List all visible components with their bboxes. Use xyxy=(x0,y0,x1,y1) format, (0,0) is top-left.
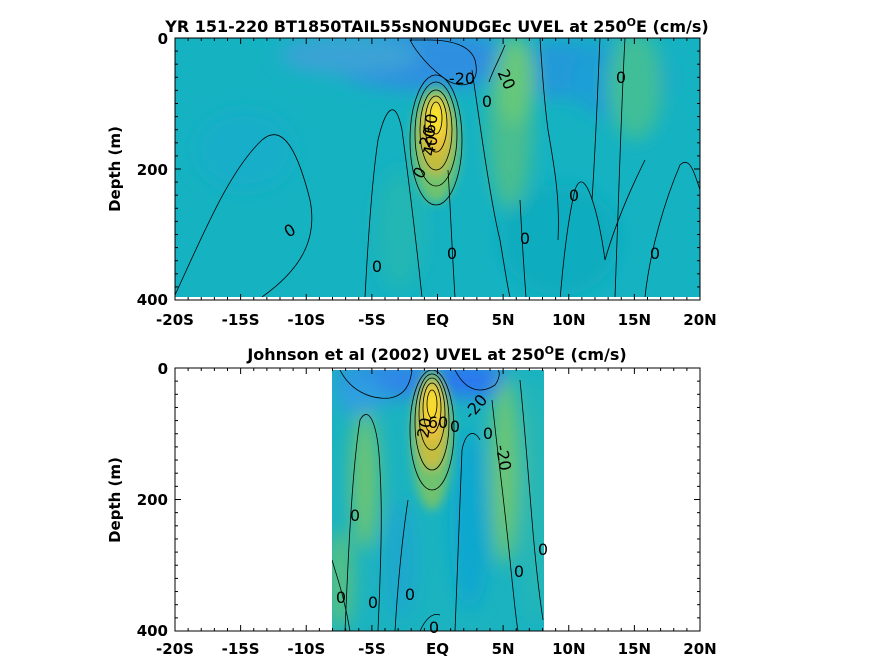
xtick-label: 5N xyxy=(492,640,515,656)
ytick-label: 200 xyxy=(137,491,168,509)
panel-top-contours xyxy=(175,38,700,297)
panel-top-ylabel: Depth (m) xyxy=(106,126,124,212)
xtick-label: -5S xyxy=(358,640,385,656)
contour-line xyxy=(422,382,442,434)
ytick-label: 400 xyxy=(137,622,168,640)
xtick-label: 20N xyxy=(683,640,716,656)
panel-bottom-ylabel: Depth (m) xyxy=(106,457,124,543)
contour-line xyxy=(454,370,500,391)
contour-line xyxy=(364,109,423,297)
xtick-label: EQ xyxy=(426,311,449,329)
xtick-label: -15S xyxy=(222,640,260,656)
contour-line xyxy=(539,38,559,241)
contour-line xyxy=(409,39,477,86)
panel-bottom-contours xyxy=(332,370,544,631)
xtick-label: -10S xyxy=(287,640,325,656)
contour-label: 0 xyxy=(483,424,493,443)
contour-label: 0 xyxy=(482,92,492,111)
contour-line xyxy=(559,181,606,297)
contour-line xyxy=(409,370,455,491)
contour-line xyxy=(591,38,601,201)
xtick-label: EQ xyxy=(426,640,449,656)
contour-label: 20 xyxy=(413,416,435,439)
contour-label: 0 xyxy=(514,562,524,581)
contour-line xyxy=(519,199,527,297)
contour-line xyxy=(447,169,456,297)
contour-line xyxy=(344,414,382,631)
panel-bottom-heatmap xyxy=(332,370,544,631)
contour-line xyxy=(414,373,450,471)
xtick-label: -20S xyxy=(156,311,194,329)
contour-label: 0 xyxy=(336,588,346,607)
xtick-label: 10N xyxy=(552,640,585,656)
panel-top-heatmap xyxy=(175,38,700,297)
ytick-label: 0 xyxy=(158,360,168,378)
contour-line xyxy=(488,44,506,83)
contour-label: 0 xyxy=(429,618,439,637)
contour-line xyxy=(519,379,544,621)
contour-line xyxy=(394,499,409,631)
panel-top-ticks xyxy=(174,37,701,301)
contour-label: 0 xyxy=(520,229,530,248)
contour-label: 0 xyxy=(368,593,378,612)
xtick-label: 15N xyxy=(618,640,651,656)
contour-label: -20 xyxy=(449,69,475,88)
panel-bottom: Johnson et al (2002) UVEL at 250OE (cm/s… xyxy=(106,344,717,656)
contour-label: 0 xyxy=(569,186,579,205)
panel-top-ytick-labels: 0 200 400 xyxy=(137,30,168,309)
xtick-label: -10S xyxy=(287,311,325,329)
panel-bottom-ytick-labels: 0 200 400 xyxy=(137,360,168,640)
xtick-label: 5N xyxy=(492,311,515,329)
contour-label: 0 xyxy=(616,68,626,87)
ytick-label: 0 xyxy=(158,30,168,48)
contour-line xyxy=(426,389,438,419)
xtick-label: 15N xyxy=(618,311,651,329)
contour-label: 0 xyxy=(372,257,382,276)
ytick-label: 200 xyxy=(137,161,168,179)
contour-line xyxy=(454,433,481,631)
contour-line xyxy=(419,613,441,631)
contour-line xyxy=(604,159,646,261)
xtick-label: -5S xyxy=(358,311,385,329)
contour-label: 0 xyxy=(650,244,660,263)
contour-line xyxy=(409,74,463,206)
contour-label: 60 xyxy=(419,112,441,135)
contour-line xyxy=(424,95,448,153)
panel-top-contour-labels: -20 20 -20 0 60 40 0 0 0 0 0 0 0 0 0 xyxy=(281,66,661,276)
contour-line xyxy=(614,38,626,297)
contour-label: 0 xyxy=(350,506,360,525)
xtick-label: -20S xyxy=(156,640,194,656)
panel-top-title: YR 151-220 BT1850TAIL55sNONUDGEc UVEL at… xyxy=(164,16,708,36)
ytick-label: 400 xyxy=(137,291,168,309)
contour-label: 60 xyxy=(428,413,448,432)
contour-line xyxy=(644,162,700,297)
contour-label: 0 xyxy=(447,244,457,263)
contour-line xyxy=(332,559,351,631)
contour-line xyxy=(175,134,313,297)
contour-line xyxy=(418,377,446,451)
contour-line xyxy=(471,69,511,297)
contour-label: 40 xyxy=(419,134,441,157)
xtick-label: -15S xyxy=(222,311,260,329)
panel-top-xtick-labels: -20S -15S -10S -5S EQ 5N 10N 15N 20N xyxy=(156,311,717,329)
contour-line xyxy=(429,101,443,135)
panel-bottom-contour-labels: -20 20 60 0 0 -20 0 0 0 0 0 0 0 0 xyxy=(336,391,548,637)
contour-line xyxy=(414,81,458,187)
panel-bottom-ticks xyxy=(174,367,701,632)
panel-top: YR 151-220 BT1850TAIL55sNONUDGEc UVEL at… xyxy=(106,16,717,329)
xtick-label: 10N xyxy=(552,311,585,329)
xtick-label: 20N xyxy=(683,311,716,329)
contour-line xyxy=(491,399,519,631)
contour-line xyxy=(419,89,453,171)
contour-line xyxy=(339,370,413,399)
contour-label: -20 xyxy=(492,443,515,472)
contour-label: 0 xyxy=(450,417,460,436)
contour-label: 0 xyxy=(405,585,415,604)
panel-bottom-title: Johnson et al (2002) UVEL at 250OE (cm/s… xyxy=(246,344,626,364)
panel-bottom-xtick-labels: -20S -15S -10S -5S EQ 5N 10N 15N 20N xyxy=(156,640,717,656)
contour-label: 0 xyxy=(538,540,548,559)
